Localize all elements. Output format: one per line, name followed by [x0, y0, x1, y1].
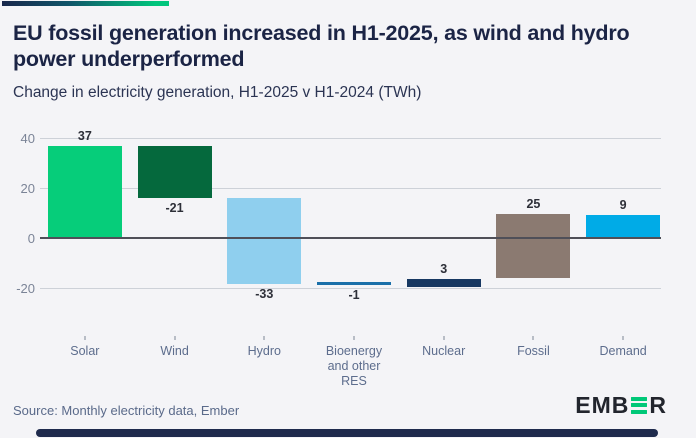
x-axis-label: Bioenergy and other RES	[325, 344, 383, 388]
bar-nuclear	[406, 279, 481, 287]
bar-fossil	[496, 214, 571, 278]
y-axis-tick-label: -20	[16, 281, 35, 296]
bar-demand	[586, 214, 661, 238]
x-axis-tick	[532, 336, 535, 340]
x-axis-tick	[622, 336, 625, 340]
bottom-accent-bar	[36, 429, 658, 437]
zero-axis-line	[40, 237, 661, 239]
gridline--20	[40, 288, 661, 289]
ember-logo-text-left: EMB	[575, 392, 630, 418]
y-axis-tick-label: 40	[20, 131, 35, 146]
gridline-40	[40, 138, 661, 139]
bar-bioenergy	[317, 281, 391, 286]
y-axis-tick-label: 20	[20, 181, 35, 196]
x-axis-tick	[442, 336, 445, 340]
x-axis-label: Demand	[599, 344, 647, 358]
value-label: -21	[165, 201, 184, 215]
value-label: -33	[255, 287, 274, 301]
x-axis-label: Wind	[160, 344, 189, 358]
x-axis-label: Fossil	[517, 344, 550, 358]
x-axis-tick	[83, 336, 86, 340]
x-axis-label: Nuclear	[422, 344, 466, 358]
x-axis-label: Hydro	[247, 344, 281, 358]
y-axis-tick-label: 0	[27, 231, 35, 246]
ember-logo-text-right: R	[649, 392, 667, 418]
ember-green-e-bars-icon	[631, 396, 648, 414]
value-label: 37	[77, 128, 92, 143]
value-label: 9	[619, 197, 627, 212]
chart-subtitle: Change in electricity generation, H1-202…	[13, 84, 422, 101]
bar-hydro	[227, 198, 302, 284]
page-title: EU fossil generation increased in H1-202…	[13, 21, 630, 71]
bar-wind	[137, 145, 212, 198]
value-label: -1	[348, 288, 360, 303]
value-label: 25	[526, 197, 541, 212]
source-caption: Source: Monthly electricity data, Ember	[13, 403, 240, 418]
x-axis-tick	[173, 336, 176, 340]
bar-solar	[47, 145, 122, 238]
ember-logo: EMB R	[575, 392, 667, 418]
x-axis-label: Solar	[70, 344, 100, 358]
x-axis-tick	[353, 336, 355, 340]
accent-gradient-bar	[2, 1, 169, 6]
x-axis-tick	[263, 336, 266, 340]
gridline-20	[40, 188, 661, 189]
value-label: 3	[440, 262, 448, 277]
